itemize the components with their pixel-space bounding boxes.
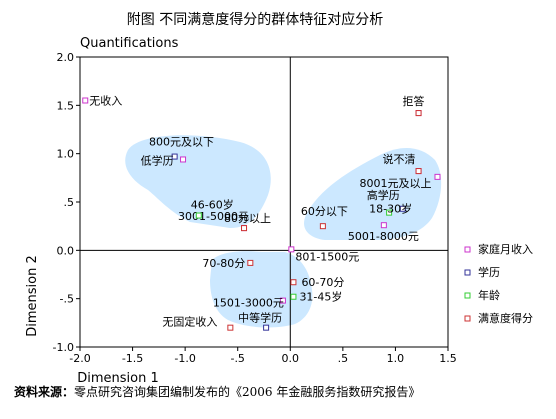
data-label: 无固定收入: [162, 315, 217, 329]
data-point: [247, 259, 254, 266]
data-point: [263, 324, 270, 331]
data-label: 无收入: [89, 94, 122, 108]
y-axis-top-label: Quantifications: [80, 36, 179, 51]
y-tick-label: .5: [64, 196, 75, 209]
y-tick-label: 1.0: [57, 148, 75, 161]
x-tick-label: -.5: [230, 352, 244, 365]
data-label: 低学历: [141, 154, 174, 168]
data-point: [415, 110, 422, 117]
cluster-lower: [210, 251, 313, 328]
x-tick-label: -2.0: [69, 352, 90, 365]
data-label: 46-60岁: [191, 198, 234, 212]
legend-label: 年龄: [478, 288, 500, 302]
data-point: [241, 225, 248, 232]
y-tick-label: 1.5: [57, 99, 75, 112]
x-tick-label: 1.0: [387, 352, 405, 365]
data-point: [415, 168, 422, 175]
data-label: 31-45岁: [299, 290, 342, 304]
data-label: 3001-5000元: [178, 210, 249, 223]
data-point: [279, 297, 286, 304]
data-point: [180, 156, 187, 163]
y-tick-label: 0.0: [57, 244, 75, 257]
x-tick-label: 1.5: [439, 352, 457, 365]
data-point: [386, 209, 393, 216]
chart-title: 附图 不同满意度得分的群体特征对应分析: [127, 11, 383, 28]
legend-label: 满意度得分: [478, 311, 533, 325]
cluster-shapes: [125, 135, 442, 328]
source-note: 资料来源：零点研究咨询集团编制发布的《2006 年金融服务指数研究报告》: [14, 383, 554, 403]
cluster-right: [304, 148, 442, 240]
legend-label: 家庭月收入: [478, 242, 533, 256]
data-point: [319, 223, 326, 230]
source-text: 零点研究咨询集团编制发布的《2006 年金融服务指数研究报告》: [74, 385, 421, 399]
x-axis-label: Dimension 1: [77, 371, 159, 386]
legend-marker: [464, 292, 471, 299]
x-tick-label: -1.5: [122, 352, 143, 365]
data-point: [290, 293, 297, 300]
y-tick-label: -.5: [60, 293, 74, 306]
data-points: 无收入 800元及以下 801-1500元 1501-3000元 3001-5000元 5…: [82, 94, 441, 331]
y-axis-label: Dimension 2: [25, 255, 40, 337]
legend-label: 学历: [478, 265, 500, 279]
data-label: 拒答: [403, 94, 425, 108]
data-label: 说不清: [383, 152, 416, 166]
data-point: [380, 222, 387, 229]
legend-marker: [464, 269, 471, 276]
y-tick-label: 2.0: [57, 51, 75, 64]
cluster-upper-left: [125, 135, 271, 228]
data-label: 18-30岁: [369, 202, 412, 216]
data-label: 高学历: [367, 188, 400, 202]
data-point: [290, 279, 297, 286]
data-label: 5001-8000元: [348, 230, 419, 243]
data-point: [171, 153, 178, 160]
plot-area: -2.0 -1.5 -1.0 -.5 0.0 .5 1.0 1.5 2.0 1.5 1.0 .5 0.0…: [53, 51, 457, 365]
data-label: 70-80分: [202, 257, 245, 270]
legend-marker: [464, 315, 471, 322]
data-label: 60分以下: [301, 205, 348, 218]
data-label: 中等学历: [238, 311, 282, 325]
data-label: 1501-3000元: [213, 297, 284, 310]
data-point: [227, 324, 234, 331]
source-label: 资料来源：: [14, 385, 75, 399]
data-point: [399, 205, 406, 212]
x-tick-label: -1.0: [174, 352, 195, 365]
data-label: 8001元及以上: [359, 177, 431, 190]
y-tick-label: -1.0: [53, 341, 74, 354]
data-label: 801-1500元: [295, 250, 359, 263]
data-point: [288, 246, 295, 253]
data-label: 80分以上: [224, 212, 271, 225]
data-point: [82, 97, 89, 104]
data-point: [195, 212, 202, 219]
data-label: 60-70分: [301, 276, 344, 289]
legend-marker: [464, 246, 471, 253]
data-point: [434, 173, 441, 180]
x-tick-label: .5: [338, 352, 349, 365]
data-label: 800元及以下: [149, 135, 214, 148]
x-tick-label: 0.0: [282, 352, 300, 365]
